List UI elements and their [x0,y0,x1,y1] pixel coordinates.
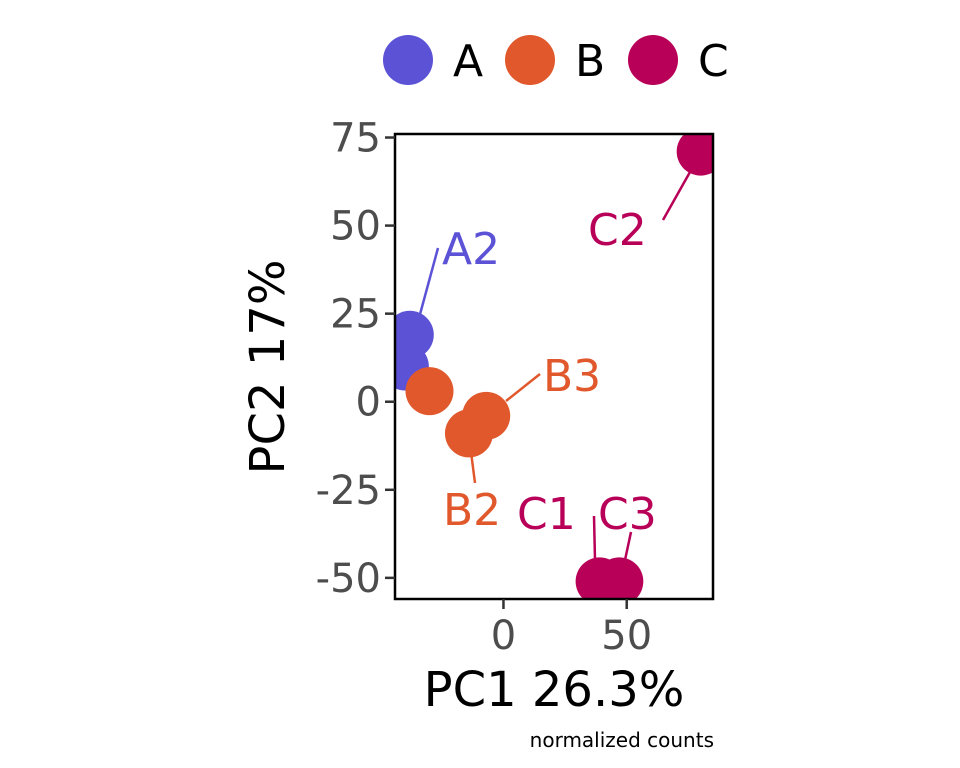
point-C-C3 [595,557,644,599]
point-C-C2 [676,134,713,176]
x-tick-label: 50 [601,613,652,659]
y-tick-label: 25 [330,292,381,338]
point-label-B3: B3 [543,351,601,402]
y-tick-label: 75 [330,116,381,162]
label-connector-C1 [592,515,597,561]
point-label-C3: C3 [598,489,657,540]
x-tick-label: 0 [491,613,516,659]
y-tick-label: 0 [356,380,381,426]
legend-label-B: B [575,36,605,87]
point-label-A2: A2 [442,224,500,275]
points-group [395,134,713,599]
label-connector-A2 [417,247,440,319]
plot-area: A2 B2 B3 C1 C2 C3 75 50 25 0 -25 -50 0 50 [316,116,715,659]
point-label-C1: C1 [517,489,576,540]
legend-label-A: A [453,36,483,87]
point-label-B2: B2 [443,485,501,536]
y-tick-label: -25 [316,468,381,514]
legend-key-B [505,35,555,85]
x-axis-title: PC1 26.3% [424,662,685,718]
label-connector-C2 [661,171,692,221]
legend-key-A [383,35,433,85]
caption: normalized counts [530,728,714,752]
y-axis-title: PC2 17% [240,260,296,475]
point-A-A2 [395,310,434,359]
y-tick-label: 50 [330,204,381,250]
point-label-C2: C2 [588,205,647,256]
y-tick-label: -50 [316,556,381,602]
point-B-B3 [462,391,511,440]
point-B-1 [405,367,454,416]
legend-key-C [628,35,678,85]
label-connector-C3 [623,531,633,561]
panel-border [393,132,715,601]
legend-label-C: C [698,36,729,87]
legend: A B C [383,35,729,87]
label-connector-B3 [505,373,541,402]
